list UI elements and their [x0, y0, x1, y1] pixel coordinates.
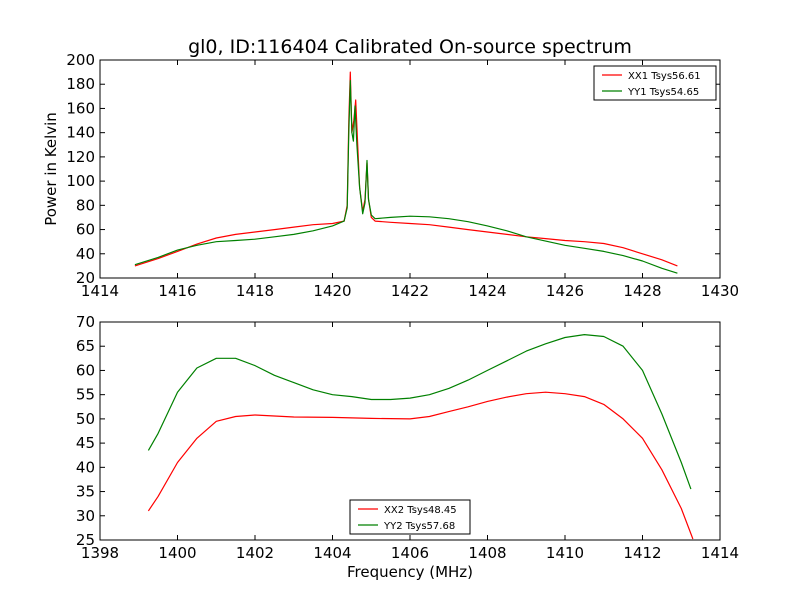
top-y-tick-label: 20 — [76, 269, 95, 287]
bottom-x-tick-label: 1412 — [623, 544, 661, 562]
top-y-tick-label: 200 — [66, 51, 95, 69]
bottom-y-tick-label: 50 — [76, 410, 95, 428]
bottom-y-tick-label: 65 — [76, 337, 95, 355]
bottom-legend: XX2 Tsys48.45 YY2 Tsys57.68 — [349, 499, 471, 535]
top-y-axis-label: Power in Kelvin — [42, 112, 60, 226]
bottom-y-tick-label: 45 — [76, 434, 95, 452]
bottom-y-tick-label: 40 — [76, 458, 95, 476]
top-y-tick-label: 100 — [66, 172, 95, 190]
top-legend-label: YY1 Tsys54.65 — [627, 87, 699, 98]
bottom-x-tick-label: 1398 — [81, 544, 119, 562]
top-x-tick-label: 1420 — [313, 282, 351, 300]
bottom-x-tick-label: 1414 — [701, 544, 739, 562]
top-legend: XX1 Tsys56.61 YY1 Tsys54.65 — [593, 65, 717, 101]
top-y-tick-label: 140 — [66, 124, 95, 142]
bottom-x-tick-label: 1400 — [158, 544, 196, 562]
bottom-legend-label: XX2 Tsys48.45 — [384, 505, 457, 516]
bottom-series-line-1 — [147, 391, 694, 540]
bottom-y-tick-label: 30 — [76, 507, 95, 525]
top-x-tick-label: 1416 — [158, 282, 196, 300]
bottom-y-tick-label: 35 — [76, 483, 95, 501]
top-series-group — [134, 71, 678, 274]
bottom-legend-box — [349, 499, 471, 535]
bottom-series-group — [147, 334, 694, 540]
top-x-tick-label: 1424 — [468, 282, 506, 300]
bottom-y-tick-label: 55 — [76, 386, 95, 404]
top-legend-box — [593, 65, 717, 101]
bottom-x-axis-label: Frequency (MHz) — [347, 563, 473, 581]
bottom-legend-label: YY2 Tsys57.68 — [383, 521, 455, 532]
bottom-x-tick-label: 1406 — [391, 544, 429, 562]
top-y-tick-label: 80 — [76, 196, 95, 214]
bottom-x-tick-label: 1408 — [468, 544, 506, 562]
top-y-tick-label: 40 — [76, 245, 95, 263]
bottom-y-tick-label: 70 — [76, 313, 95, 331]
top-x-tick-label: 1422 — [391, 282, 429, 300]
top-y-tick-label: 60 — [76, 221, 95, 239]
top-y-tick-label: 180 — [66, 75, 95, 93]
top-y-tick-label: 160 — [66, 99, 95, 117]
top-y-tick-label: 120 — [66, 148, 95, 166]
top-panel: 1414 1416 1418 1420 1422 1424 1426 1428 1430 20 40… — [42, 51, 739, 300]
bottom-series-line-2 — [147, 334, 692, 490]
bottom-x-tick-label: 1410 — [546, 544, 584, 562]
bottom-x-tick-label: 1404 — [313, 544, 351, 562]
top-x-tick-label: 1428 — [623, 282, 661, 300]
figure-title: gl0, ID:116404 Calibrated On-source spec… — [188, 36, 632, 58]
bottom-y-tick-label: 25 — [76, 531, 95, 549]
top-x-tick-label: 1418 — [236, 282, 274, 300]
bottom-y-tick-label: 60 — [76, 361, 95, 379]
top-series-line-1 — [134, 71, 678, 267]
bottom-x-tick-label: 1402 — [236, 544, 274, 562]
top-x-tick-label: 1414 — [81, 282, 119, 300]
bottom-panel: 1398 1400 1402 1404 1406 1408 1410 1412 1414 25 30… — [76, 313, 739, 581]
top-legend-label: XX1 Tsys56.61 — [628, 71, 701, 82]
top-x-tick-label: 1426 — [546, 282, 584, 300]
top-series-line-2 — [134, 80, 678, 274]
top-x-tick-label: 1430 — [701, 282, 739, 300]
